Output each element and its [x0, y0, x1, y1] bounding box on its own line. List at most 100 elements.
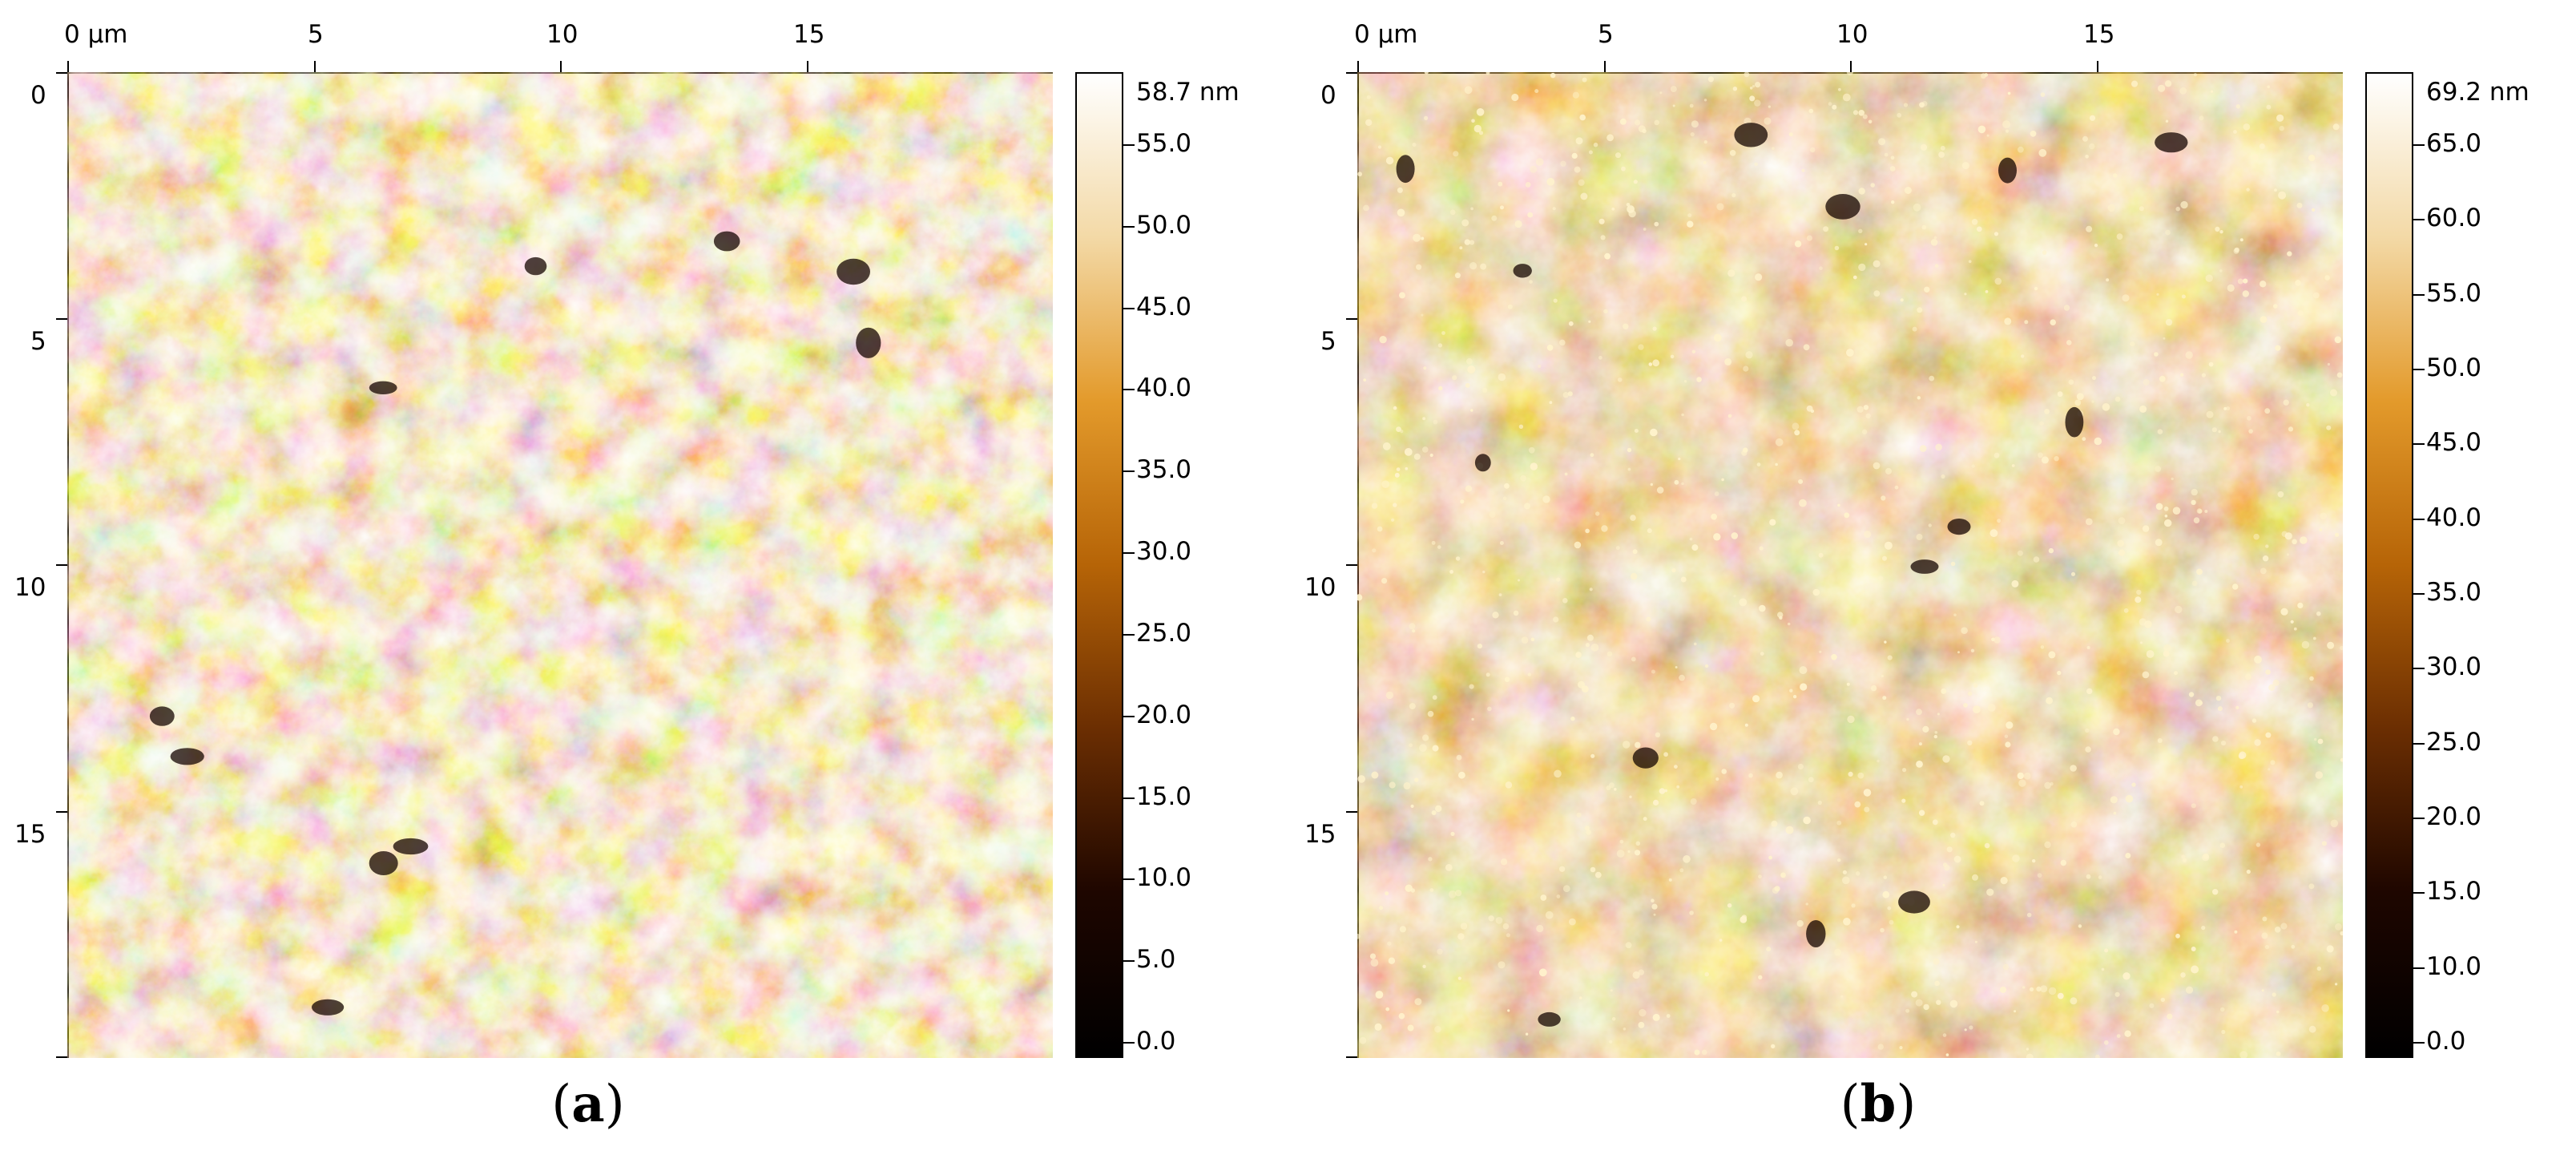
colorbar-tick-label: 55.0	[1136, 129, 1192, 158]
colorbar-tick	[1123, 225, 1135, 228]
colorbar-tick	[2413, 668, 2425, 670]
colorbar-tick-label: 35.0	[2426, 578, 2482, 607]
surface-pits	[149, 231, 881, 1016]
colorbar-tick	[1123, 144, 1135, 146]
colorbar-max-label: 69.2 nm	[2426, 78, 2530, 107]
colorbar-tick	[1123, 797, 1135, 799]
panel-caption-letter: a	[571, 1074, 605, 1134]
colorbar-tick	[2413, 742, 2425, 745]
colorbar-tick-label: 15.0	[1136, 781, 1192, 811]
colorbar-tick	[2413, 443, 2425, 446]
y-tick	[1346, 564, 1357, 566]
colorbar-tick-label: 0.0	[2426, 1027, 2466, 1056]
panel-caption-letter: b	[1860, 1074, 1897, 1134]
x-tick-label: 5	[1598, 20, 1614, 49]
x-tick	[1604, 61, 1606, 72]
colorbar-tick-label: 55.0	[2426, 278, 2482, 308]
x-tick	[807, 61, 808, 72]
panel-caption: (a)	[551, 1074, 625, 1134]
y-tick	[56, 318, 67, 320]
x-tick	[67, 61, 69, 72]
colorbar-tick	[1123, 633, 1135, 636]
x-tick-label: 10	[546, 20, 578, 49]
y-tick-label: 15	[14, 820, 46, 849]
y-tick-label: 15	[1304, 820, 1336, 849]
colorbar-tick-label: 35.0	[1136, 455, 1192, 485]
colorbar-tick-label: 65.0	[2426, 129, 2482, 158]
y-tick-label: 5	[1320, 327, 1336, 356]
colorbar-tick	[2413, 219, 2425, 221]
colorbar-tick	[2413, 967, 2425, 969]
x-tick	[314, 61, 316, 72]
colorbar-tick	[2413, 818, 2425, 819]
colorbar-max-label: 58.7 nm	[1136, 78, 1240, 107]
colorbar-tick	[1123, 470, 1135, 473]
colorbar-tick	[1123, 552, 1135, 555]
colorbar-tick-label: 0.0	[1136, 1027, 1176, 1056]
y-tick	[1346, 811, 1357, 813]
colorbar-tick-label: 45.0	[2426, 428, 2482, 458]
afm-surface	[1357, 72, 2343, 1058]
colorbar-tick-label: 60.0	[2426, 204, 2482, 233]
x-tick-label: 0 µm	[64, 20, 128, 49]
y-tick	[56, 1056, 67, 1058]
y-tick-label: 10	[1304, 573, 1336, 602]
x-tick-label: 0 µm	[1354, 20, 1418, 49]
x-tick-label: 15	[2083, 20, 2115, 49]
colorbar-tick-label: 40.0	[2426, 503, 2482, 532]
surface-pits	[1396, 123, 2188, 1027]
colorbar-tick	[2413, 144, 2425, 146]
x-tick-label: 15	[793, 20, 825, 49]
panel-caption: (b)	[1840, 1074, 1917, 1134]
colorbar-tick-label: 15.0	[2426, 877, 2482, 906]
y-tick	[1346, 72, 1357, 74]
colorbar-tick	[2413, 593, 2425, 595]
afm-panel-a: 0 µm 5 10 15 0 5 10 15 58.7 nm (a) 55.0 5…	[0, 0, 1282, 1175]
colorbar-tick	[2413, 892, 2425, 894]
colorbar-tick-label: 5.0	[1136, 945, 1176, 975]
colorbar-tick-label: 45.0	[1136, 292, 1192, 321]
y-tick-label: 5	[30, 327, 46, 356]
colorbar-tick-label: 30.0	[1136, 537, 1192, 567]
colorbar-tick-label: 10.0	[2426, 951, 2482, 981]
colorbar-tick-label: 25.0	[1136, 618, 1192, 648]
colorbar-tick-label: 50.0	[2426, 353, 2482, 382]
y-tick	[56, 72, 67, 74]
x-tick-label: 5	[308, 20, 324, 49]
afm-height-map	[1357, 72, 2343, 1058]
y-tick	[1346, 318, 1357, 320]
colorbar-tick-label: 25.0	[2426, 727, 2482, 757]
x-tick	[2097, 61, 2098, 72]
x-tick	[1850, 61, 1852, 72]
colorbar-tick	[1123, 960, 1135, 963]
colorbar-tick	[1123, 715, 1135, 717]
y-tick	[1346, 1056, 1357, 1058]
x-tick-label: 10	[1836, 20, 1869, 49]
afm-surface	[67, 72, 1053, 1058]
colorbar	[2365, 72, 2413, 1058]
colorbar-tick-label: 30.0	[2426, 652, 2482, 682]
colorbar-tick	[2413, 293, 2425, 296]
colorbar-tick-label: 40.0	[1136, 373, 1192, 403]
afm-height-map	[67, 72, 1053, 1058]
x-tick	[1357, 61, 1359, 72]
colorbar-tick	[2413, 1042, 2425, 1044]
colorbar-tick-label: 10.0	[1136, 863, 1192, 893]
colorbar-tick	[1123, 389, 1135, 391]
colorbar	[1075, 72, 1123, 1058]
colorbar-tick	[2413, 518, 2425, 520]
colorbar-tick	[1123, 878, 1135, 881]
surface-grains	[1357, 72, 2343, 1058]
colorbar-tick	[1123, 307, 1135, 309]
y-tick	[56, 564, 67, 566]
y-tick-label: 10	[14, 573, 46, 602]
colorbar-tick-label: 20.0	[1136, 700, 1192, 729]
colorbar-tick	[1123, 1042, 1135, 1044]
colorbar-tick-label: 50.0	[1136, 210, 1192, 240]
y-tick	[56, 811, 67, 813]
afm-panel-b: 0 µm 5 10 15 0 5 10 15 69.2 nm (b) 65.0 6…	[1290, 0, 2572, 1175]
y-tick-label: 0	[1320, 81, 1336, 110]
x-tick	[560, 61, 562, 72]
y-tick-label: 0	[30, 81, 46, 110]
colorbar-tick	[2413, 369, 2425, 370]
